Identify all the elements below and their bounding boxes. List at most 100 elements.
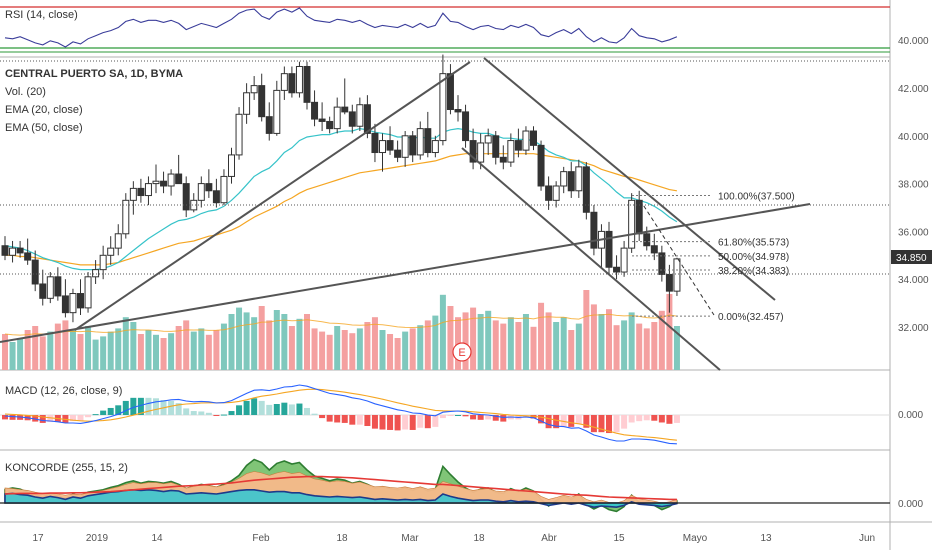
macd-hist-bar bbox=[153, 398, 159, 415]
rsi-panel[interactable]: RSI (14, close) 40.000 bbox=[0, 6, 929, 53]
price-panel[interactable]: 42.000 40.000 38.000 36.000 34.000 32.000 100… bbox=[0, 54, 932, 371]
candle-body bbox=[107, 247, 115, 256]
time-tick: Mayo bbox=[683, 533, 708, 544]
ema20-indicator-label: EMA (20, close) bbox=[5, 104, 83, 116]
macd-hist-bar bbox=[666, 415, 673, 424]
volume-indicator-label: Vol. (20) bbox=[5, 86, 46, 98]
candle-body bbox=[16, 247, 24, 254]
macd-panel[interactable]: MACD (12, 26, close, 9) 0.000 bbox=[0, 384, 923, 445]
earnings-marker[interactable]: E bbox=[452, 342, 472, 362]
volume-bar bbox=[522, 314, 529, 370]
volume-bar bbox=[598, 314, 605, 370]
fib-level-label: 0.00%(32.457) bbox=[718, 312, 784, 323]
candle-body bbox=[265, 116, 273, 134]
candle-body bbox=[567, 171, 575, 192]
time-tick: 18 bbox=[336, 533, 348, 544]
candle-body bbox=[439, 73, 447, 142]
macd-hist-bar bbox=[553, 415, 560, 429]
candle-body bbox=[650, 245, 658, 254]
volume-bar bbox=[334, 326, 341, 370]
volume-bar bbox=[213, 330, 220, 370]
candle-body bbox=[590, 211, 598, 249]
macd-hist-bar bbox=[213, 415, 220, 416]
candle-body bbox=[446, 73, 454, 111]
macd-hist-bar bbox=[417, 415, 424, 428]
time-tick: 15 bbox=[613, 533, 625, 544]
earnings-label: E bbox=[458, 347, 465, 359]
macd-hist-bar bbox=[439, 415, 446, 419]
volume-bar bbox=[394, 338, 401, 370]
time-tick: Mar bbox=[401, 533, 419, 544]
candle-body bbox=[665, 273, 673, 292]
candle-body bbox=[235, 113, 243, 156]
volume-bar bbox=[183, 320, 190, 370]
channel-upper-line[interactable] bbox=[483, 57, 776, 301]
candle-body bbox=[190, 199, 198, 211]
volume-bar bbox=[266, 320, 273, 370]
time-tick: 2019 bbox=[86, 533, 109, 544]
earnings-circle[interactable] bbox=[452, 342, 472, 362]
volume-bar bbox=[432, 315, 439, 370]
candle-body bbox=[424, 128, 432, 154]
volume-bar bbox=[356, 328, 363, 370]
volume-bar bbox=[107, 331, 114, 370]
volume-bar bbox=[258, 306, 265, 370]
macd-hist-bar bbox=[122, 400, 129, 415]
fibonacci-retracement[interactable]: 100.00%(37.500) 61.80%(35.573) 50.00%(34.9… bbox=[632, 192, 795, 324]
volume-bar bbox=[9, 342, 16, 370]
macd-hist-bar bbox=[304, 407, 310, 415]
candle-body bbox=[61, 295, 69, 314]
volume-bar bbox=[371, 317, 378, 370]
macd-hist-bar bbox=[107, 407, 114, 415]
volume-bar bbox=[568, 330, 575, 370]
volume-bar bbox=[326, 334, 333, 370]
macd-hist-bar bbox=[205, 412, 212, 415]
volume-bar bbox=[643, 328, 650, 370]
macd-hist-bar bbox=[288, 404, 295, 415]
time-tick: 14 bbox=[151, 533, 163, 544]
candle-body bbox=[84, 276, 92, 309]
macd-hist-bar bbox=[341, 415, 348, 423]
fib-level-label: 50.00%(34.978) bbox=[718, 252, 789, 263]
volume-bar bbox=[636, 323, 643, 370]
candle-body bbox=[379, 140, 386, 154]
candle-body bbox=[431, 140, 439, 154]
rising-trendline[interactable] bbox=[74, 61, 471, 331]
macd-hist-bar bbox=[69, 415, 76, 422]
volume-bar bbox=[100, 336, 107, 370]
candle-body bbox=[311, 101, 319, 120]
macd-hist-bar bbox=[236, 405, 243, 415]
long-support-trendline[interactable] bbox=[0, 203, 811, 343]
time-tick: Jun bbox=[859, 533, 875, 544]
volume-bar bbox=[409, 328, 416, 370]
candle-body bbox=[620, 247, 628, 273]
candle-body bbox=[220, 175, 228, 204]
koncorde-axis-tick: 0.000 bbox=[898, 499, 923, 510]
channel-lower-line[interactable] bbox=[461, 147, 721, 371]
macd-hist-bar bbox=[2, 415, 8, 420]
macd-hist-bar bbox=[628, 415, 635, 423]
macd-hist-bar bbox=[379, 415, 386, 430]
volume-bar bbox=[2, 334, 8, 370]
fib-level-label: 100.00%(37.500) bbox=[718, 192, 795, 203]
volume-bar bbox=[32, 326, 39, 370]
last-price-value: 34.850 bbox=[896, 253, 927, 264]
candle-body bbox=[122, 199, 130, 235]
macd-hist-bar bbox=[568, 415, 575, 427]
volume-bar bbox=[560, 317, 567, 370]
volume-bar bbox=[387, 334, 394, 370]
candle-body bbox=[326, 120, 334, 130]
volume-bar bbox=[553, 322, 560, 370]
candle-body bbox=[454, 109, 462, 113]
volume-bar bbox=[190, 331, 197, 370]
volume-bar bbox=[311, 328, 318, 370]
candle-body bbox=[167, 173, 175, 187]
candle-body bbox=[69, 293, 77, 314]
trend-lines[interactable] bbox=[0, 57, 811, 371]
volume-bar bbox=[304, 314, 310, 370]
candle-body bbox=[575, 166, 583, 192]
koncorde-panel[interactable]: KONCORDE (255, 15, 2) 0.000 bbox=[0, 458, 923, 513]
price-axis: 42.000 40.000 38.000 36.000 34.000 32.000 bbox=[898, 84, 929, 334]
